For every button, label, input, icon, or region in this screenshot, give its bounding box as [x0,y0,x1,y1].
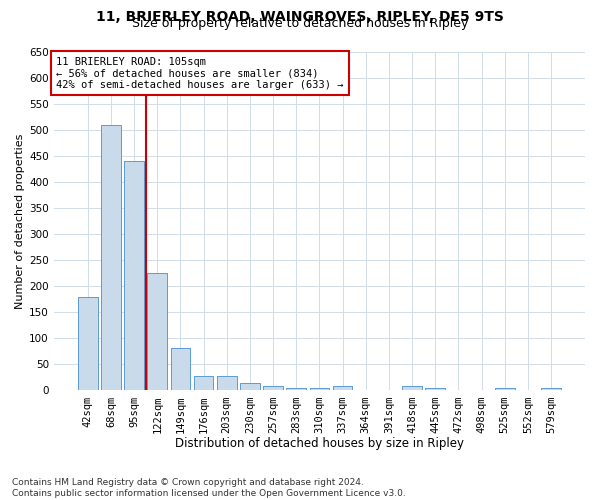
Bar [310,388,329,390]
Bar [425,388,445,390]
Bar [101,124,121,390]
Bar [402,386,422,390]
X-axis label: Distribution of detached houses by size in Ripley: Distribution of detached houses by size … [175,437,464,450]
Text: Size of property relative to detached houses in Ripley: Size of property relative to detached ho… [132,18,468,30]
Bar [194,376,214,390]
Bar [240,383,260,390]
Text: Contains HM Land Registry data © Crown copyright and database right 2024.
Contai: Contains HM Land Registry data © Crown c… [12,478,406,498]
Bar [217,376,236,390]
Bar [286,388,306,390]
Bar [148,273,167,390]
Text: 11, BRIERLEY ROAD, WAINGROVES, RIPLEY, DE5 9TS: 11, BRIERLEY ROAD, WAINGROVES, RIPLEY, D… [96,10,504,24]
Text: 11 BRIERLEY ROAD: 105sqm
← 56% of detached houses are smaller (834)
42% of semi-: 11 BRIERLEY ROAD: 105sqm ← 56% of detach… [56,56,344,90]
Bar [333,386,352,390]
Bar [170,348,190,391]
Bar [263,386,283,390]
Bar [495,388,515,390]
Y-axis label: Number of detached properties: Number of detached properties [15,134,25,308]
Bar [124,161,144,390]
Bar [541,388,561,390]
Bar [78,296,98,390]
